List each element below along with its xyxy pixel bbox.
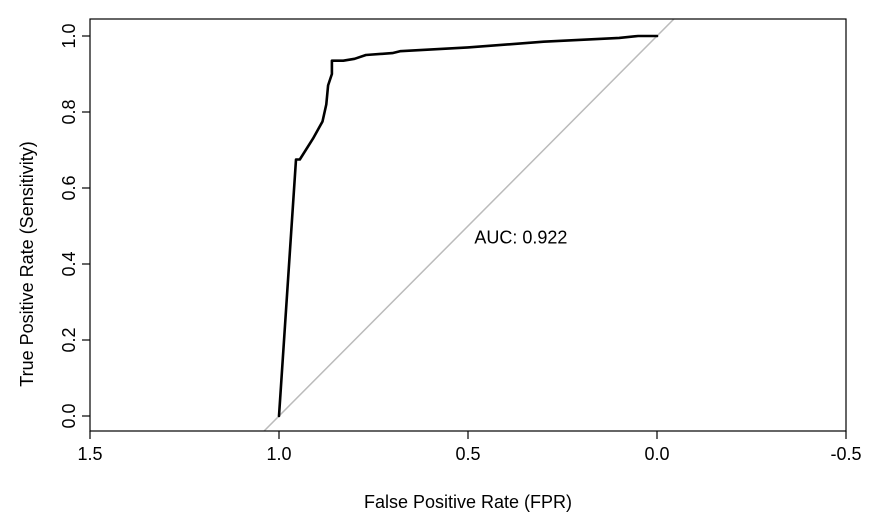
y-tick-label: 0.8	[59, 99, 79, 124]
x-axis-title: False Positive Rate (FPR)	[364, 492, 572, 512]
x-tick-label: 0.5	[455, 444, 480, 464]
reference-diagonal-line	[263, 19, 675, 431]
x-tick-label: -0.5	[830, 444, 861, 464]
y-tick-label: 1.0	[59, 23, 79, 48]
y-tick-label: 0.0	[59, 403, 79, 428]
axes: 1.5 1.0 0.5 0.0 -0.5 0.0 0.2 0.4 0.6 0.8 1.0 AUC: 0…	[59, 18, 862, 464]
y-axis-title: True Positive Rate (Sensitivity)	[17, 141, 37, 386]
x-tick-label: 1.5	[77, 444, 102, 464]
auc-annotation: AUC: 0.922	[474, 227, 567, 247]
x-tick-label: 1.0	[266, 444, 291, 464]
plot-area	[263, 19, 675, 431]
x-tick-label: 0.0	[644, 444, 669, 464]
roc-curve-line	[277, 34, 659, 418]
y-tick-label: 0.4	[59, 251, 79, 276]
y-tick-label: 0.2	[59, 327, 79, 352]
y-tick-label: 0.6	[59, 175, 79, 200]
